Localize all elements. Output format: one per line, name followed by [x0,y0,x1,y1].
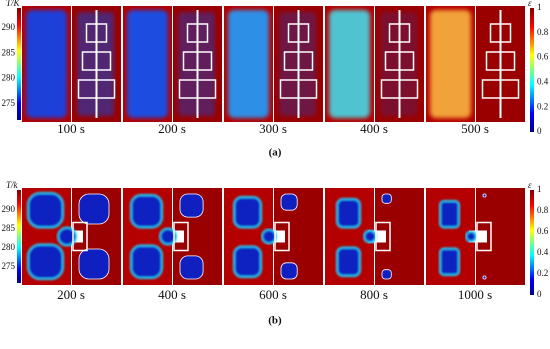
fin-box [173,221,189,252]
solid-top [439,200,460,229]
temperature-tick: 285 [2,47,16,57]
time-label: 100 s [57,121,85,136]
solid-top [336,198,361,229]
solid-bottom [233,245,262,278]
temperature-tick: 280 [2,73,16,83]
fraction-tick: 0 [537,126,542,136]
time-label: 800 s [360,287,388,302]
time-label: 400 s [158,287,186,302]
snapshot [426,188,525,285]
temperature-colorbar [17,190,21,283]
fraction-title: ε [528,180,532,190]
temperature-colorbar [17,8,21,120]
solid-bottom [336,246,361,277]
time-label: 1000 s [458,287,492,302]
fraction-tick: 0.4 [537,247,549,257]
solid-right-top [482,193,487,198]
snapshot [224,188,323,285]
panel-label: (b) [268,315,282,327]
fraction-title: ε [528,0,532,8]
solid-right-bottom [179,255,204,280]
temperature-tick: 275 [2,261,16,271]
solid-right-top [179,193,204,218]
fraction-tick: 0.4 [537,76,549,86]
melt-region [26,10,67,118]
fraction-tick: 0.8 [537,27,549,37]
solid-right-bottom [78,248,110,280]
temperature-tick: 280 [2,242,16,252]
time-label: 400 s [360,121,388,136]
time-label: 200 s [57,287,85,302]
time-label: 500 s [461,121,489,136]
solid-bottom [27,243,64,280]
fraction-tick: 1 [537,184,542,194]
snapshot [123,188,222,285]
snapshot [224,6,323,122]
solid-right-top [381,193,392,204]
solid-center [363,229,377,244]
temperature-title: T/K [6,0,21,8]
fraction-tick: 0.8 [537,205,549,215]
time-label: 200 s [158,121,186,136]
fraction-tick: 0.2 [537,268,548,278]
time-label: 600 s [259,287,287,302]
temperature-tick: 290 [2,22,16,32]
temperature-tick: 275 [2,98,16,108]
fraction-tick: 0.6 [537,226,549,236]
solid-center [159,227,177,246]
solid-right-bottom [482,275,487,280]
temperature-title: T/k [6,180,19,190]
temperature-tick: 290 [2,204,16,214]
solid-top [130,194,163,229]
fin-box [72,221,88,252]
solid-center [465,230,477,243]
solid-top [27,192,64,229]
melt-region [329,10,370,118]
temperature-tick: 285 [2,223,16,233]
melt-region [127,10,168,118]
melt-region [228,10,269,118]
snapshot [22,188,121,285]
time-label: 300 s [259,121,287,136]
solid-center [57,226,77,247]
fraction-tick: 1 [537,2,542,12]
fin-box [476,221,492,252]
solid-bottom [130,244,163,279]
solid-center [261,228,277,245]
fraction-colorbar [530,190,534,295]
solid-bottom [439,247,460,276]
fraction-colorbar [530,8,534,132]
panel-label: (a) [269,147,282,159]
snapshot [426,6,525,122]
fin-box [274,221,290,252]
solid-right-top [280,193,298,211]
snapshot [123,6,222,122]
solid-right-bottom [381,269,392,280]
snapshot [22,6,121,122]
solid-right-top [78,193,110,225]
solid-right-bottom [280,262,298,280]
solid-top [233,196,262,229]
snapshot [325,188,424,285]
fin-box [375,221,391,252]
snapshot [325,6,424,122]
fraction-tick: 0.2 [537,101,548,111]
melt-region [430,10,471,118]
fraction-tick: 0.6 [537,52,549,62]
fraction-tick: 0 [537,289,542,299]
